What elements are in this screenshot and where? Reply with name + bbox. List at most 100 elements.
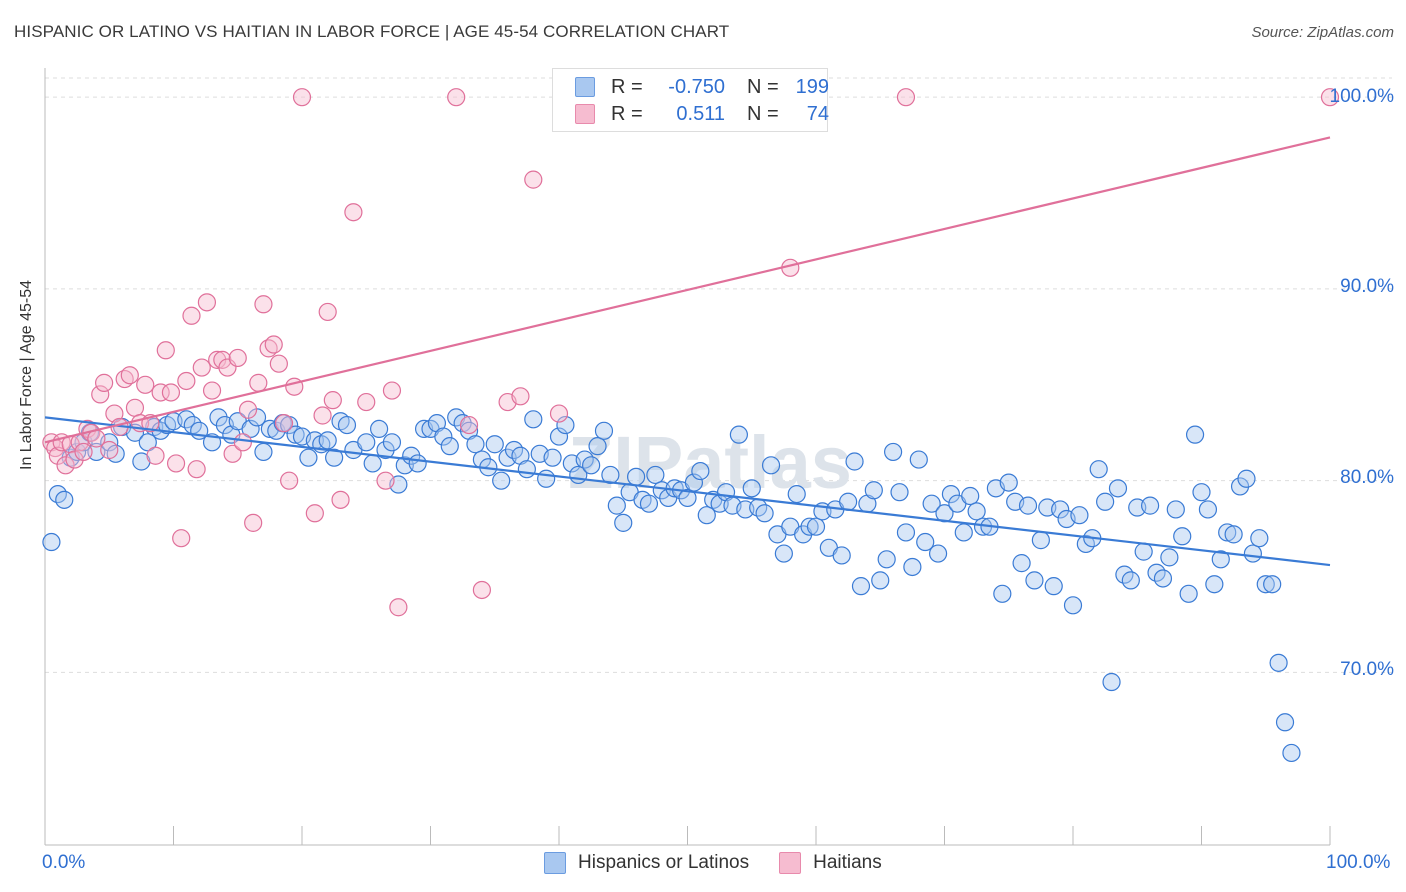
data-point-hispanic — [588, 437, 607, 456]
data-point-hispanic — [877, 550, 896, 569]
data-point-hispanic — [1012, 554, 1031, 573]
data-point-hispanic — [594, 421, 614, 440]
data-point-hispanic — [466, 435, 485, 454]
data-point-hispanic — [325, 448, 344, 467]
data-point-haitian — [472, 580, 491, 600]
data-point-haitian — [524, 170, 543, 189]
data-point-hispanic — [961, 486, 980, 506]
series-label-haitian: Haitians — [813, 852, 882, 873]
data-point-hispanic — [286, 425, 305, 444]
data-point-haitian — [91, 385, 110, 404]
data-point-hispanic — [370, 419, 389, 439]
data-point-haitian — [95, 373, 114, 392]
data-point-hispanic — [517, 460, 536, 479]
stats-legend: R = -0.750 N = 199 R = 0.511 N = 74 — [552, 68, 829, 132]
data-point-haitian — [120, 366, 139, 385]
data-point-hispanic — [883, 442, 903, 462]
data-point-hispanic — [1263, 575, 1282, 594]
data-point-hispanic — [1250, 529, 1269, 548]
series-label-hispanic: Hispanics or Latinos — [578, 852, 750, 873]
legend-n-value: 199 — [795, 75, 829, 98]
data-point-haitian — [177, 371, 196, 391]
legend-row-haitian: R = 0.511 N = 74 — [575, 102, 829, 126]
legend-r-label: R = — [611, 75, 643, 98]
data-point-hispanic — [639, 494, 659, 513]
series-legend-haitian[interactable]: Haitians — [779, 852, 882, 874]
data-point-hispanic — [928, 544, 948, 563]
data-point-hispanic — [993, 584, 1012, 603]
data-point-hispanic — [524, 410, 543, 429]
data-point-hispanic — [800, 517, 819, 536]
data-point-hispanic — [1179, 584, 1198, 603]
data-point-hispanic — [241, 419, 260, 439]
data-point-hispanic — [1198, 500, 1218, 519]
y-tick-label-80: 80.0% — [1340, 467, 1394, 488]
data-point-haitian — [376, 471, 395, 490]
data-point-hispanic — [537, 469, 556, 488]
data-point-hispanic — [1224, 525, 1243, 544]
data-point-hispanic — [318, 431, 337, 450]
data-point-hispanic — [1160, 548, 1179, 567]
legend-n-label: N = — [747, 102, 779, 125]
data-point-hispanic — [742, 479, 761, 498]
data-point-haitian — [187, 460, 206, 479]
data-point-hispanic — [363, 454, 382, 473]
data-point-hispanic — [1153, 569, 1173, 588]
data-point-hispanic — [1108, 479, 1128, 498]
data-point-hispanic — [697, 506, 716, 525]
data-point-hispanic — [774, 544, 793, 563]
data-point-haitian — [511, 387, 530, 406]
data-point-hispanic — [582, 456, 601, 475]
data-point-hispanic — [755, 504, 774, 523]
data-point-hispanic — [922, 494, 941, 513]
data-point-haitian — [105, 404, 124, 423]
series-legend-hispanic[interactable]: Hispanics or Latinos — [544, 852, 749, 874]
data-point-hispanic — [138, 433, 157, 452]
axes — [44, 68, 1331, 846]
grid-lines — [45, 77, 1392, 673]
data-point-hispanic — [408, 454, 427, 473]
data-point-hispanic — [1121, 571, 1140, 590]
data-point-hispanic — [1218, 523, 1237, 542]
data-point-hispanic — [832, 546, 851, 565]
data-point-haitian — [161, 383, 181, 402]
data-point-hispanic — [55, 490, 74, 509]
data-point-haitian — [274, 414, 294, 433]
data-point-haitian — [382, 381, 402, 400]
data-point-hispanic — [1031, 531, 1050, 550]
data-point-haitian — [292, 88, 312, 107]
data-point-hispanic — [543, 448, 562, 467]
data-point-hispanic — [871, 571, 890, 590]
chart-title: HISPANIC OR LATINO VS HAITIAN IN LABOR F… — [14, 22, 730, 41]
series-swatch-haitian — [779, 852, 802, 874]
data-point-haitian — [192, 358, 211, 377]
data-point-haitian — [389, 598, 408, 617]
data-point-hispanic — [678, 488, 697, 508]
data-point-hispanic — [1211, 550, 1230, 569]
data-point-haitian — [166, 454, 186, 473]
data-point-haitian — [549, 404, 569, 423]
legend-swatch-haitian — [575, 104, 595, 124]
data-point-haitian — [323, 391, 342, 410]
data-point-hispanic — [1025, 571, 1044, 590]
data-point-hispanic — [337, 415, 357, 435]
data-point-hispanic — [492, 471, 511, 490]
data-point-haitian — [56, 456, 75, 475]
data-point-hispanic — [1282, 743, 1301, 763]
data-point-haitian — [1320, 88, 1340, 107]
data-point-hispanic — [607, 496, 626, 515]
legend-row-hispanic: R = -0.750 N = 199 — [575, 75, 829, 99]
data-point-hispanic — [896, 523, 916, 542]
data-point-hispanic — [1269, 653, 1288, 672]
data-point-haitian — [136, 375, 155, 394]
data-point-haitian — [269, 354, 288, 373]
legend-n-label: N = — [747, 75, 779, 98]
data-point-hispanic — [1256, 575, 1275, 594]
data-point-haitian — [331, 490, 350, 509]
haitian-points — [42, 88, 1340, 617]
data-point-haitian — [249, 373, 268, 392]
data-point-haitian — [459, 415, 479, 435]
trend-lines — [44, 136, 1331, 567]
data-point-haitian — [146, 446, 165, 465]
data-point-hispanic — [967, 502, 986, 521]
